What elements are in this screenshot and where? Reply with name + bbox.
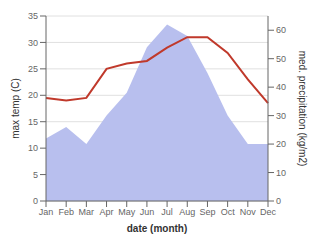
svg-text:30: 30 <box>28 38 38 48</box>
svg-text:35: 35 <box>28 11 38 21</box>
svg-text:0: 0 <box>33 196 38 206</box>
svg-text:Jun: Jun <box>140 207 155 217</box>
svg-text:20: 20 <box>276 139 286 149</box>
svg-text:40: 40 <box>276 82 286 92</box>
svg-text:Jul: Jul <box>161 207 173 217</box>
svg-text:Jan: Jan <box>39 207 54 217</box>
svg-text:10: 10 <box>28 143 38 153</box>
svg-text:med. precipitation (kg/m2): med. precipitation (kg/m2) <box>297 51 308 167</box>
svg-text:Aug: Aug <box>179 207 195 217</box>
svg-text:Nov: Nov <box>240 207 257 217</box>
svg-text:50: 50 <box>276 54 286 64</box>
svg-text:max temp (C): max temp (C) <box>10 78 21 139</box>
svg-text:May: May <box>118 207 136 217</box>
svg-text:Mar: Mar <box>79 207 95 217</box>
svg-text:Dec: Dec <box>260 207 277 217</box>
svg-text:15: 15 <box>28 117 38 127</box>
svg-text:Sep: Sep <box>199 207 215 217</box>
svg-text:20: 20 <box>28 90 38 100</box>
svg-text:0: 0 <box>276 196 281 206</box>
svg-text:25: 25 <box>28 64 38 74</box>
svg-text:5: 5 <box>33 170 38 180</box>
svg-text:Feb: Feb <box>58 207 74 217</box>
svg-text:Apr: Apr <box>100 207 114 217</box>
svg-text:30: 30 <box>276 111 286 121</box>
svg-text:Oct: Oct <box>221 207 236 217</box>
svg-text:60: 60 <box>276 25 286 35</box>
svg-text:10: 10 <box>276 168 286 178</box>
svg-text:date (month): date (month) <box>127 223 188 234</box>
